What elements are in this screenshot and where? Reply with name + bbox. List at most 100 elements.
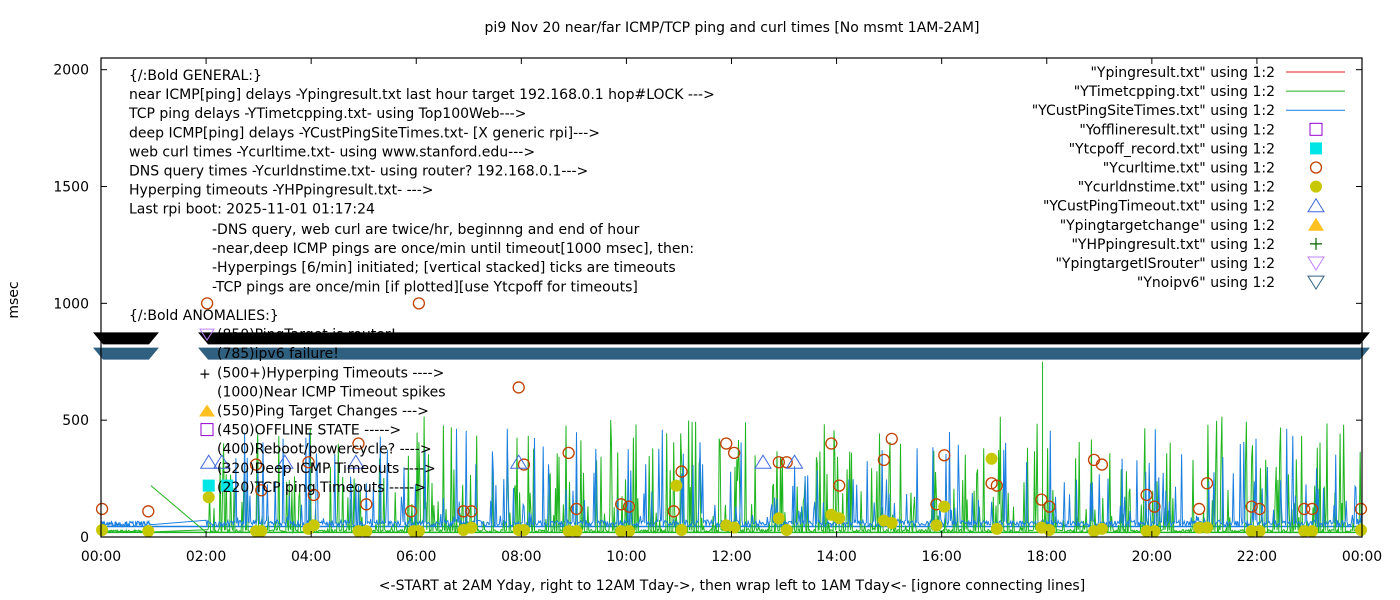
curltime-point bbox=[720, 437, 733, 450]
dnstime-point bbox=[1095, 522, 1108, 535]
dnstime-point bbox=[930, 519, 943, 532]
x-tick-label: 06:00 bbox=[396, 549, 436, 565]
annotation-note: -Hyperpings [6/min] initiated; [vertical… bbox=[212, 260, 676, 276]
dnstime-point bbox=[670, 479, 683, 492]
deep-timeout-point bbox=[785, 454, 804, 469]
curltime-point bbox=[307, 488, 320, 502]
deep-timeout-point bbox=[276, 454, 294, 469]
YpingtargetISrouter-band bbox=[198, 332, 1370, 345]
deep-icmp-series bbox=[100, 428, 1363, 529]
annotation-anomaly: (1000)Near ICMP Timeout spikes bbox=[217, 384, 446, 400]
annotation-anomaly: (500+)Hyperping Timeouts ----> bbox=[217, 365, 444, 381]
curltime-point bbox=[1305, 502, 1319, 516]
curltime-point bbox=[255, 484, 268, 497]
legend-label: "Ycurldnstime.txt" using 1:2 bbox=[1078, 180, 1275, 196]
legend-label: "YTimetcpping.txt" using 1:2 bbox=[1074, 84, 1275, 100]
annotation-general: web curl times -Ycurltime.txt- using www… bbox=[129, 144, 535, 160]
legend-label: "Ypingresult.txt" using 1:2 bbox=[1090, 65, 1275, 81]
tcp-wrap-line bbox=[150, 485, 207, 533]
annotations: {/:Bold GENERAL:} near ICMP[ping] delays … bbox=[128, 68, 715, 496]
plot-series bbox=[93, 297, 1370, 538]
dnstime-point bbox=[360, 525, 373, 538]
curltime-point bbox=[675, 465, 688, 478]
y-tick-label: 1500 bbox=[53, 180, 89, 196]
curltime-point bbox=[877, 453, 891, 467]
dnstime-point bbox=[772, 512, 785, 525]
legend-label: "YCustPingTimeout.txt" using 1:2 bbox=[1043, 199, 1275, 215]
annotation-anomaly: (785)ipv6 failure! bbox=[217, 346, 339, 362]
curltime-point bbox=[517, 458, 531, 471]
annotation-anomaly: (550)Ping Target Changes ---> bbox=[217, 404, 429, 420]
curltime-point bbox=[200, 297, 214, 310]
curltime-point bbox=[465, 505, 478, 518]
curltime-point bbox=[1035, 493, 1048, 506]
curltime-point bbox=[1140, 488, 1153, 502]
curltime-point bbox=[360, 498, 373, 511]
curltime-point bbox=[990, 479, 1003, 492]
annotation-general: deep ICMP[ping] delays -YCustPingSiteTim… bbox=[129, 125, 600, 141]
dnstime-point bbox=[255, 525, 268, 538]
curltime-point bbox=[412, 297, 426, 310]
x-axis-label: <-START at 2AM Yday, right to 12AM Tday-… bbox=[379, 578, 1085, 594]
curltime-point bbox=[1087, 453, 1101, 467]
legend-label: "Ypingtargetchange" using 1:2 bbox=[1060, 218, 1275, 234]
curltime-point bbox=[622, 500, 636, 513]
y-tick-label: 2000 bbox=[53, 63, 89, 79]
curltime-point bbox=[302, 456, 315, 469]
x-tick-label: 18:00 bbox=[1027, 549, 1067, 565]
x-tick-label: 04:00 bbox=[291, 549, 331, 565]
annotation-note: -DNS query, web curl are twice/hr, begin… bbox=[212, 222, 640, 238]
deep-timeout-point bbox=[346, 454, 365, 469]
deep-timeout-point bbox=[754, 454, 772, 469]
legend-label: "Yofflineresult.txt" using 1:2 bbox=[1079, 122, 1275, 138]
curltime-point bbox=[457, 505, 470, 518]
curltime-point bbox=[142, 505, 155, 518]
annotation-general: near ICMP[ping] delays -Ypingresult.txt … bbox=[129, 87, 715, 103]
curltime-point bbox=[1298, 502, 1311, 516]
dnstime-point bbox=[833, 512, 846, 525]
x-tick-label: 02:00 bbox=[186, 549, 226, 565]
curltime-point bbox=[352, 437, 365, 450]
curltime-point bbox=[1253, 502, 1266, 516]
annotation-general: Hyperping timeouts -YHPpingresult.txt- -… bbox=[129, 183, 434, 199]
curltime-point bbox=[938, 449, 951, 462]
dnstime-point bbox=[675, 523, 688, 536]
anomaly-router-icon bbox=[199, 328, 215, 342]
dnstime-point bbox=[1253, 525, 1266, 538]
curltime-point bbox=[1148, 500, 1161, 513]
Ynoipv6-band bbox=[93, 347, 159, 360]
deep-timeout-point bbox=[509, 454, 528, 469]
dnstime-point bbox=[780, 523, 793, 536]
annotation-anomaly: (850)PingTarget is router! bbox=[217, 327, 396, 343]
legend-open-down-triangle-icon bbox=[1307, 275, 1325, 291]
legend-filled-circle-icon bbox=[1310, 180, 1322, 193]
legend-open-circle-icon bbox=[1309, 161, 1323, 174]
deep-timeout-point bbox=[199, 454, 218, 469]
dnstime-point bbox=[990, 522, 1003, 535]
curltime-point bbox=[95, 502, 109, 516]
annotation-anomaly: {/:Bold ANOMALIES:} bbox=[129, 308, 279, 324]
anomaly-target-change-icon bbox=[199, 404, 215, 417]
legend-open-down-triangle-icon bbox=[1307, 256, 1325, 271]
x-tick-label: 22:00 bbox=[1237, 549, 1277, 565]
legend-label: "Ynoipv6" using 1:2 bbox=[1137, 275, 1275, 291]
dnstime-point bbox=[1043, 523, 1056, 536]
curltime-point bbox=[727, 446, 741, 460]
dnstime-point bbox=[517, 523, 530, 536]
legend: "Ypingresult.txt" using 1:2 "YTimetcpping… bbox=[1032, 65, 1345, 291]
x-tick-label: 16:00 bbox=[921, 549, 961, 565]
anomaly-offline-icon bbox=[200, 423, 214, 437]
y-tick-label: 0 bbox=[80, 530, 89, 546]
annotation-general: {/:Bold GENERAL:} bbox=[129, 68, 262, 84]
dnstime-point bbox=[1201, 521, 1214, 534]
legend-label: "YHPpingresult.txt" using 1:2 bbox=[1071, 237, 1275, 253]
annotation-anomaly: (450)OFFLINE STATE -----> bbox=[217, 423, 401, 439]
curltime-point bbox=[1354, 502, 1368, 516]
dnstime-point bbox=[728, 521, 741, 534]
legend-label: "Ytcpoff_record.txt" using 1:2 bbox=[1069, 141, 1275, 157]
curltime-point bbox=[1043, 500, 1056, 513]
x-tick-label: 08:00 bbox=[501, 549, 541, 565]
y-tick-label: 500 bbox=[62, 413, 89, 429]
annotation-anomaly: (220)TCP ping Timeouts -----> bbox=[217, 480, 426, 496]
